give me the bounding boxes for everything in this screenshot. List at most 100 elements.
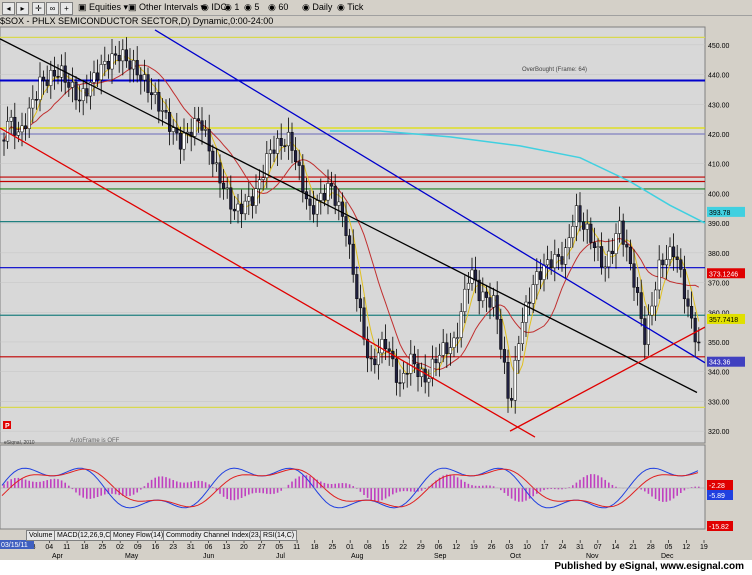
x-month-label: Apr bbox=[52, 553, 64, 560]
footer: Published by eSignal, www.esignal.com bbox=[0, 560, 752, 575]
date-label: 03/15/11 bbox=[1, 542, 28, 549]
candle-body bbox=[686, 298, 690, 307]
x-tick-label: 06 bbox=[205, 544, 213, 551]
forward-icon[interactable]: ▸ bbox=[16, 2, 29, 15]
x-month-label: Jun bbox=[203, 553, 214, 560]
candle-body bbox=[600, 246, 604, 268]
candle-body bbox=[546, 259, 550, 266]
candle-body bbox=[434, 358, 438, 364]
candle-body bbox=[358, 298, 362, 309]
candle-body bbox=[218, 162, 222, 184]
candle-body bbox=[405, 373, 409, 375]
candle-body bbox=[387, 348, 391, 352]
interval-daily[interactable]: ◉ Daily bbox=[302, 2, 333, 12]
candle-body bbox=[211, 150, 215, 165]
x-tick-label: 05 bbox=[665, 544, 673, 551]
interval-tick[interactable]: ◉ Tick bbox=[337, 2, 364, 12]
candle-body bbox=[34, 99, 38, 101]
candle-body bbox=[49, 70, 53, 86]
price-tag-box bbox=[707, 356, 745, 367]
trend-line bbox=[0, 127, 536, 438]
y-tick-label: 420.00 bbox=[708, 132, 730, 139]
candle-body bbox=[513, 359, 517, 401]
candle-body bbox=[362, 307, 366, 340]
candle-body bbox=[650, 305, 654, 316]
other-intervals-menu[interactable]: ▣ Other Intervals ▾ bbox=[128, 2, 206, 12]
candle-body bbox=[9, 116, 13, 122]
tab-money-flow[interactable]: Money Flow(14) bbox=[110, 530, 167, 541]
copyright-label: eSignal, 2010 bbox=[4, 440, 35, 446]
candle-body bbox=[351, 243, 355, 275]
link-icon[interactable]: ∞ bbox=[46, 2, 59, 15]
candle-body bbox=[247, 196, 251, 202]
tab-volume[interactable]: Volume bbox=[26, 530, 56, 541]
candle-body bbox=[240, 203, 244, 215]
candle-body bbox=[560, 256, 564, 265]
x-tick-label: 27 bbox=[258, 544, 266, 551]
candle-body bbox=[661, 259, 665, 266]
moving-average-slow bbox=[3, 64, 700, 371]
tab-rsi[interactable]: RSI(14,C) bbox=[260, 530, 298, 541]
equities-menu[interactable]: ▣ Equities ▾ bbox=[78, 2, 129, 12]
x-tick-label: 24 bbox=[558, 544, 566, 551]
candle-body bbox=[103, 61, 107, 65]
interval-idc[interactable]: ◉ IDC bbox=[201, 2, 227, 12]
candle-body bbox=[402, 373, 406, 384]
x-month-label: Jul bbox=[276, 553, 285, 560]
candle-body bbox=[171, 127, 175, 132]
candle-body bbox=[571, 226, 575, 239]
candle-body bbox=[182, 132, 186, 150]
y-tick-label: 320.00 bbox=[708, 429, 730, 436]
candle-body bbox=[556, 254, 560, 257]
candle-body bbox=[474, 269, 478, 281]
candle-body bbox=[286, 131, 290, 147]
candle-body bbox=[470, 269, 474, 284]
candle-body bbox=[697, 341, 701, 344]
x-tick-label: 01 bbox=[346, 544, 354, 551]
y-tick-label: 440.00 bbox=[708, 73, 730, 80]
interval-60[interactable]: ◉ 60 bbox=[268, 2, 289, 12]
candle-body bbox=[427, 378, 431, 383]
interval-1[interactable]: ◉ 1 bbox=[224, 2, 240, 12]
candle-body bbox=[477, 279, 481, 302]
macd-tag-box bbox=[707, 490, 733, 500]
x-tick-label: 17 bbox=[541, 544, 549, 551]
add-icon[interactable]: + bbox=[60, 2, 73, 15]
x-tick-label: 26 bbox=[488, 544, 496, 551]
tab-cci[interactable]: Commodity Channel Index(23,C) bbox=[163, 530, 271, 541]
candle-body bbox=[52, 70, 56, 77]
crosshair-icon[interactable]: ✛ bbox=[32, 2, 45, 15]
x-tick-label: 19 bbox=[700, 544, 708, 551]
candle-body bbox=[463, 288, 467, 312]
overbought-label: OverBought (Frame: 64) bbox=[522, 67, 587, 73]
candle-body bbox=[517, 343, 521, 361]
candle-body bbox=[322, 192, 326, 201]
candle-body bbox=[531, 284, 535, 304]
macd-tag: -15.82 bbox=[709, 524, 729, 531]
candle-body bbox=[412, 353, 416, 365]
tab-macd[interactable]: MACD(12,26,9,C) bbox=[54, 530, 116, 541]
macd-tag-box bbox=[707, 521, 733, 531]
candle-body bbox=[441, 342, 445, 356]
candle-body bbox=[499, 318, 503, 350]
candle-body bbox=[196, 118, 200, 121]
candle-body bbox=[2, 139, 6, 142]
candle-body bbox=[495, 295, 499, 320]
x-tick-label: 14 bbox=[612, 544, 620, 551]
x-tick-label: 13 bbox=[222, 544, 230, 551]
candle-body bbox=[45, 79, 49, 86]
candle-body bbox=[524, 301, 528, 323]
candle-body bbox=[466, 282, 470, 290]
candle-body bbox=[164, 110, 168, 113]
candle-body bbox=[225, 187, 229, 190]
back-icon[interactable]: ◂ bbox=[2, 2, 15, 15]
candle-body bbox=[24, 125, 28, 129]
interval-5[interactable]: ◉ 5 bbox=[244, 2, 260, 12]
x-tick-label: 25 bbox=[328, 544, 336, 551]
candle-body bbox=[384, 339, 388, 350]
moving-average-long bbox=[330, 130, 706, 224]
price-tag-box bbox=[707, 206, 745, 217]
price-panel bbox=[0, 26, 706, 444]
x-month-label: Nov bbox=[586, 553, 599, 560]
